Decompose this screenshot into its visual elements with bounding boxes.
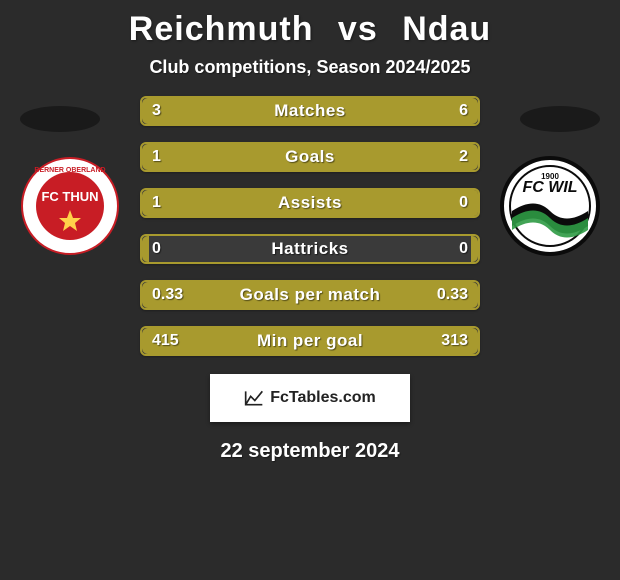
player2-name: Ndau	[402, 10, 491, 48]
stat-label: Hattricks	[142, 236, 478, 262]
player1-shadow	[20, 106, 100, 132]
stat-label: Assists	[142, 190, 478, 216]
logo-right-year: 1900	[541, 172, 559, 181]
vs-text: vs	[338, 10, 378, 48]
logo-left-main: FC THUN	[41, 189, 98, 204]
chart-line-icon	[244, 388, 264, 408]
stat-label: Goals	[142, 144, 478, 170]
logo-left-topline: BERNER OBERLAND	[34, 167, 105, 174]
date-text: 22 september 2024	[0, 440, 620, 463]
player1-name: Reichmuth	[129, 10, 314, 48]
stat-bars: 36Matches 12Goals 10Assists 00Hattricks 0.33…	[140, 96, 480, 372]
stat-label: Goals per match	[142, 282, 478, 308]
club-logo-right: FC WIL 1900	[500, 156, 600, 256]
stat-label: Min per goal	[142, 328, 478, 354]
logo-right-main: FC WIL	[522, 179, 577, 196]
comparison-card: Reichmuth vs Ndau Club competitions, Sea…	[0, 0, 620, 580]
page-title: Reichmuth vs Ndau	[0, 10, 620, 49]
player2-shadow	[520, 106, 600, 132]
stat-label: Matches	[142, 98, 478, 124]
source-badge-text: FcTables.com	[270, 389, 376, 407]
source-badge: FcTables.com	[210, 374, 410, 422]
comparison-arena: BERNER OBERLAND FC THUN FC WIL 1900 36Ma…	[0, 96, 620, 356]
subtitle-text: Club competitions, Season 2024/2025	[0, 57, 620, 78]
stat-bar: 00Hattricks	[140, 234, 480, 264]
stat-bar: 12Goals	[140, 142, 480, 172]
stat-bar: 36Matches	[140, 96, 480, 126]
stat-bar: 415313Min per goal	[140, 326, 480, 356]
stat-bar: 0.330.33Goals per match	[140, 280, 480, 310]
stat-bar: 10Assists	[140, 188, 480, 218]
club-logo-left: BERNER OBERLAND FC THUN	[20, 156, 120, 256]
